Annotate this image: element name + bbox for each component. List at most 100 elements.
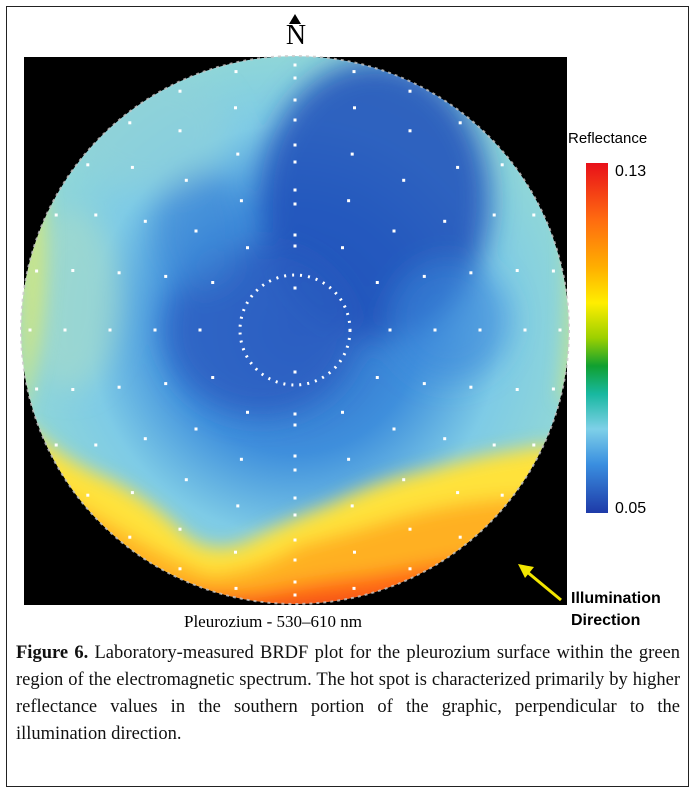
sample-point: [458, 535, 462, 539]
sample-point: [558, 328, 562, 332]
sub-caption: Pleurozium - 530–610 nm: [184, 612, 363, 631]
sample-point: [293, 286, 297, 290]
sample-point: [293, 593, 297, 597]
caption-label: Figure 6.: [16, 643, 89, 663]
sample-point: [422, 274, 426, 278]
sample-point: [392, 229, 396, 233]
sample-point: [86, 163, 90, 167]
sample-point: [143, 219, 147, 223]
sample-point: [408, 527, 412, 531]
sample-point: [130, 165, 134, 169]
sample-point: [236, 152, 240, 156]
sample-point: [143, 437, 147, 441]
sample-point: [293, 188, 297, 192]
sample-point: [293, 160, 297, 164]
caption-text: Laboratory-measured BRDF plot for the pl…: [16, 643, 680, 744]
illumination-line2: Direction: [571, 612, 641, 629]
illumination-arrow: [518, 564, 562, 602]
reflectance-map: [21, 56, 569, 604]
sample-point: [293, 468, 297, 472]
sample-point: [86, 493, 90, 497]
sample-point: [500, 493, 504, 497]
figure-caption: Figure 6. Laboratory-measured BRDF plot …: [16, 640, 680, 748]
sample-point: [293, 98, 297, 102]
sample-point: [443, 219, 447, 223]
sample-point: [456, 491, 460, 495]
sample-point: [500, 163, 504, 167]
sample-point: [523, 328, 527, 332]
sample-point: [128, 121, 132, 125]
sample-point: [402, 478, 406, 482]
sample-point: [71, 269, 75, 272]
illumination-label: Illumination Direction: [571, 588, 661, 632]
sample-point: [341, 410, 344, 414]
sample-point: [551, 387, 555, 391]
sample-point: [352, 70, 356, 74]
sample-point: [211, 376, 215, 379]
sample-point: [71, 388, 75, 391]
sample-point: [469, 271, 473, 275]
colorbar: [586, 163, 608, 513]
sample-point: [375, 376, 379, 379]
sample-point: [234, 106, 237, 110]
sample-point: [293, 76, 297, 80]
sample-point: [198, 328, 202, 332]
sample-point: [94, 213, 98, 217]
sample-point: [443, 437, 447, 441]
sample-point: [117, 385, 121, 389]
sample-point: [293, 244, 297, 248]
hotspot-ring: [238, 273, 352, 387]
sample-point: [128, 535, 132, 539]
sample-point: [236, 504, 240, 508]
sample-point: [515, 388, 519, 391]
sample-point: [211, 281, 215, 284]
sample-point: [234, 70, 238, 74]
sample-point: [408, 567, 412, 571]
sample-point: [422, 382, 426, 386]
sample-point: [293, 233, 297, 237]
sample-point: [350, 152, 354, 156]
sample-point: [456, 165, 460, 169]
sample-point: [178, 527, 182, 531]
sample-point: [35, 269, 39, 273]
sample-point: [293, 513, 297, 517]
sample-point: [54, 443, 58, 447]
illumination-line1: Illumination: [571, 590, 661, 607]
sample-point: [293, 202, 297, 206]
sample-point: [293, 558, 297, 562]
sample-point: [239, 457, 243, 461]
sample-point: [35, 387, 39, 391]
sample-point: [194, 427, 198, 431]
sample-point: [293, 412, 297, 416]
legend-title: Reflectance: [568, 130, 648, 147]
sample-point: [347, 457, 351, 461]
sample-point: [130, 491, 134, 495]
sample-point: [433, 328, 437, 332]
sample-point: [532, 213, 536, 217]
sample-point: [164, 274, 168, 278]
sample-point: [63, 328, 67, 332]
sample-point: [551, 269, 555, 273]
sample-point: [246, 410, 249, 414]
sample-point: [402, 178, 406, 182]
sample-point: [492, 213, 496, 217]
sample-points: [28, 63, 562, 597]
sample-point: [408, 89, 412, 93]
legend-min: 0.05: [615, 500, 647, 517]
sample-point: [293, 580, 297, 584]
sample-point: [532, 443, 536, 447]
sample-point: [478, 328, 482, 332]
north-label: N: [285, 20, 307, 51]
sample-point: [293, 423, 297, 427]
sample-point: [408, 129, 412, 133]
sample-point: [94, 443, 98, 447]
sample-point: [353, 106, 356, 110]
sample-point: [341, 246, 344, 250]
sample-point: [184, 478, 188, 482]
sample-point: [194, 229, 198, 233]
sample-point: [293, 496, 297, 500]
sample-point: [234, 586, 238, 590]
sample-point: [515, 269, 519, 272]
sample-point: [164, 382, 168, 386]
sample-point: [178, 129, 182, 133]
